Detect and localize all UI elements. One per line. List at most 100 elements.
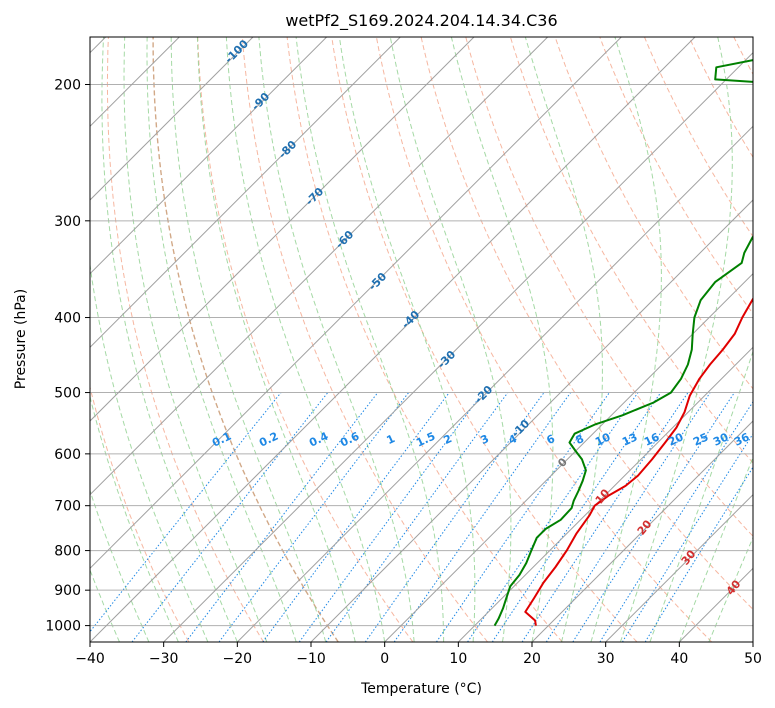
- moist-adiabat-line: [619, 37, 733, 642]
- moist-adiabat-label: 10: [593, 486, 613, 506]
- moist-adiabat-line: [295, 37, 445, 642]
- isotherm-gridline: [90, 37, 107, 54]
- moist-adiabat-label: 20: [635, 517, 655, 537]
- mixing-ratio-line: [467, 392, 639, 642]
- moist-adiabat-line: [225, 37, 386, 642]
- plot-frame: [89, 36, 754, 643]
- moist-adiabat-line: [123, 37, 268, 642]
- x-tick-label: −10: [296, 651, 326, 667]
- moist-adiabat-line: [389, 37, 512, 642]
- mixing-ratio-label: 2: [442, 432, 454, 447]
- isotherm-gridline: [531, 420, 753, 642]
- mixing-ratio-line: [131, 392, 329, 642]
- dry-adiabat-line: [701, 0, 775, 642]
- moist-adiabat-line: [196, 37, 356, 642]
- mixing-ratio-line: [325, 392, 509, 642]
- dry-adiabat-line: [554, 37, 753, 390]
- x-tick-label: 40: [670, 651, 688, 667]
- mixing-ratio-line: [572, 392, 735, 642]
- y-tick-label: 200: [54, 78, 81, 94]
- isotherm-gridline: [90, 37, 623, 570]
- moist-adiabat-line: [450, 37, 554, 642]
- mixing-ratio-line: [90, 392, 282, 633]
- isotherm-label: 0: [555, 455, 570, 470]
- mixing-ratio-line: [393, 392, 572, 642]
- isotherm-gridline: [236, 125, 753, 642]
- plot-area: -100-90-80-70-60-50-40-30-20-1000.1 0.2 0.…: [90, 0, 775, 642]
- y-tick-label: 300: [54, 214, 81, 230]
- mixing-ratio-line: [435, 392, 610, 642]
- mixing-ratio-label: 25: [691, 430, 710, 448]
- x-tick-label: 30: [597, 651, 615, 667]
- moist-adiabat-line: [90, 568, 120, 642]
- x-tick-label: 0: [380, 651, 389, 667]
- dry-adiabat-line: [465, 37, 753, 537]
- mixing-ratio-label: 13: [620, 430, 639, 448]
- mixing-ratio-line: [185, 392, 379, 642]
- x-axis-label: Temperature (°C): [360, 681, 482, 697]
- mixing-ratio-label: 30: [711, 430, 731, 448]
- mixing-ratio-line: [262, 392, 450, 642]
- moist-adiabat-line: [708, 536, 753, 642]
- mixing-ratio-line: [298, 392, 484, 642]
- pressure-gridlines: [90, 84, 753, 627]
- moist-adiabat-line: [678, 456, 753, 642]
- isotherm-gridline: [384, 272, 753, 642]
- moist-adiabat-line: [258, 37, 415, 642]
- y-axis: 1002003004005006007008009001000: [45, 78, 90, 635]
- dry-adiabat-line: [739, 0, 775, 642]
- isotherm-gridline: [90, 37, 328, 275]
- y-axis-label: Pressure (hPa): [13, 289, 29, 389]
- y-tick-label: 500: [54, 386, 81, 402]
- moist-adiabat-line: [90, 261, 209, 642]
- mixing-ratio-label: 16: [642, 430, 662, 448]
- mixing-ratio-label: 10: [593, 430, 613, 448]
- moist-adiabat-line: [90, 394, 179, 642]
- moist-adiabat-line: [338, 37, 476, 642]
- dry-adiabat-line: [90, 385, 190, 642]
- mixing-ratio-label: 1.5: [414, 430, 437, 450]
- mixing-ratio-lines: [90, 392, 753, 642]
- y-tick-label: 400: [54, 311, 81, 327]
- dewpoint-line: [493, 59, 753, 627]
- x-tick-label: 10: [449, 651, 467, 667]
- dry-adiabat-line: [197, 37, 414, 642]
- mixing-ratio-label: 36: [732, 430, 752, 448]
- isotherm-gridline: [752, 641, 753, 642]
- isotherm-label: -90: [249, 90, 272, 113]
- mixing-ratio-label: 0.6: [338, 429, 361, 449]
- dry-adiabat-line: [733, 37, 753, 76]
- mixing-ratio-line: [521, 392, 689, 642]
- mixing-ratio-line: [545, 392, 711, 642]
- dry-adiabat-line: [152, 37, 339, 642]
- isotherm-gridline: [90, 37, 475, 422]
- temperature-line: [524, 296, 753, 626]
- mixing-ratio-label: 1: [385, 432, 397, 447]
- isotherm-label: -40: [399, 308, 422, 331]
- sounding-series: [493, 59, 753, 627]
- isotherm-gridline: [90, 37, 696, 642]
- mixing-ratio-label: 8: [574, 432, 586, 447]
- moist-adiabat-line: [524, 37, 603, 642]
- isotherm-gridline: [457, 346, 753, 642]
- y-tick-label: 900: [54, 583, 81, 599]
- y-tick-label: 600: [54, 447, 81, 463]
- y-tick-label: 700: [54, 499, 81, 515]
- mixing-ratio-label: 0.2: [257, 430, 280, 450]
- isotherm-gridlines: [90, 37, 753, 642]
- isotherm-label: -50: [366, 270, 389, 293]
- moist-adiabat-line: [101, 37, 238, 642]
- y-tick-label: 800: [54, 544, 81, 560]
- dry-adiabat-line: [286, 37, 563, 642]
- mixing-ratio-label: 6: [545, 432, 558, 447]
- x-tick-label: 20: [523, 651, 541, 667]
- mixing-ratio-label: 3: [479, 432, 491, 447]
- dry-adiabat-line: [152, 37, 339, 642]
- moist-adiabat-line: [146, 37, 297, 642]
- mixing-ratio-label: 0.1: [210, 430, 233, 450]
- moist-adiabat-line: [649, 349, 753, 642]
- chart-title: wetPf2_S169.2024.204.14.34.C36: [285, 11, 557, 31]
- mixing-ratio-line: [599, 400, 753, 642]
- x-tick-label: 50: [744, 651, 762, 667]
